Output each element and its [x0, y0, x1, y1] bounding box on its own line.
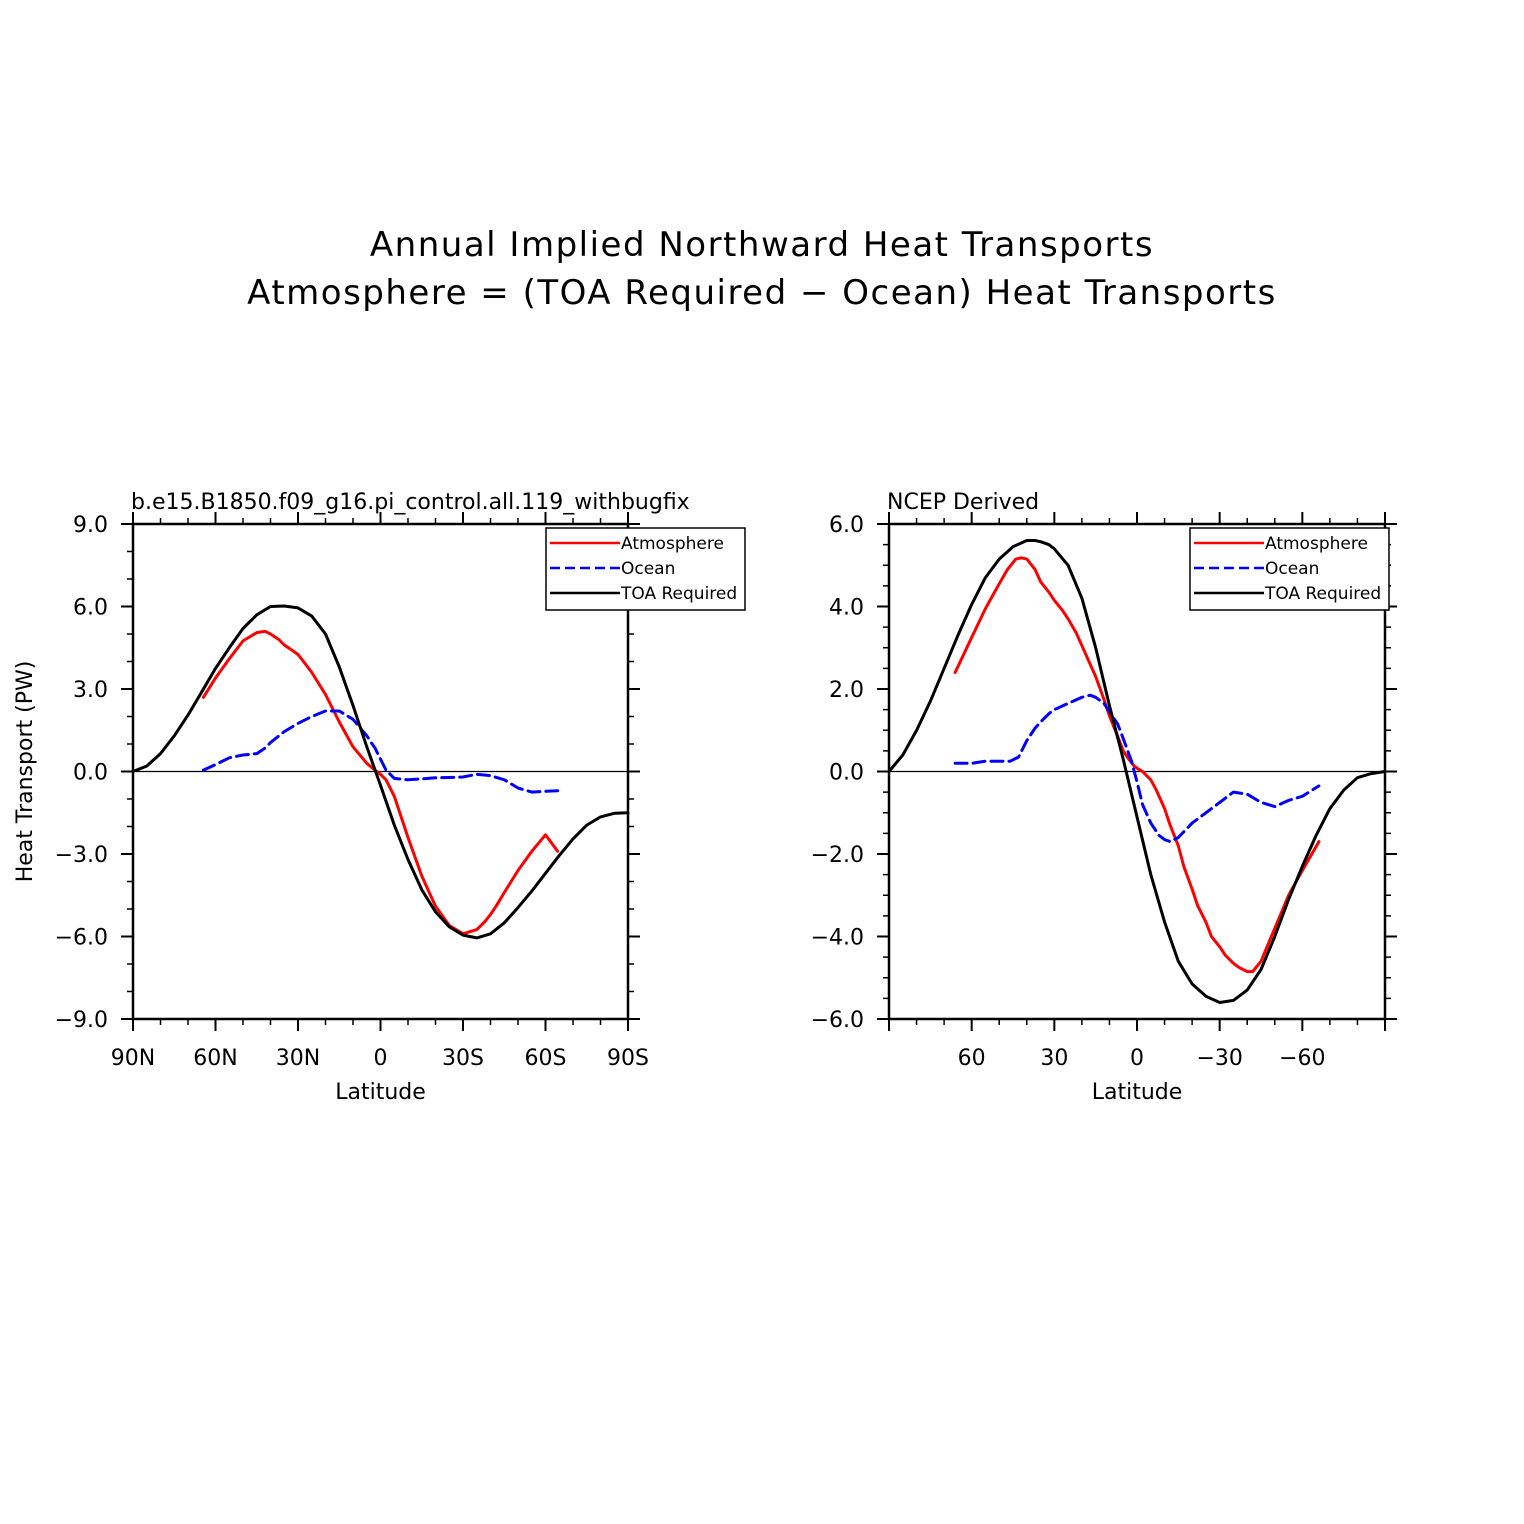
- right-series-toa-required: [887, 539, 1387, 1004]
- left-legend-box: [545, 527, 746, 611]
- right-x-tick-label: 30: [1040, 1046, 1068, 1071]
- left-x-axis-label: Latitude: [335, 1080, 426, 1105]
- figure-title-line2: Atmosphere = (TOA Required − Ocean) Heat…: [247, 273, 1277, 313]
- right-x-tick-label: 0: [1130, 1046, 1144, 1071]
- left-y-tick-label: 3.0: [73, 678, 108, 703]
- left-legend-label-atmosphere: Atmosphere: [621, 534, 724, 554]
- right-x-tick-label: −60: [1279, 1046, 1325, 1071]
- left-legend-label-toa-required: TOA Required: [620, 584, 737, 604]
- left-x-tick-label: 30N: [276, 1046, 320, 1071]
- left-x-tick-label: 0: [374, 1046, 388, 1071]
- left-panel-title: b.e15.B1850.f09_g16.pi_control.all.119_w…: [131, 490, 690, 515]
- left-x-tick-label: 90N: [111, 1046, 155, 1071]
- right-y-tick-label: −4.0: [811, 926, 864, 951]
- right-series-atmosphere: [953, 556, 1321, 974]
- right-y-tick-label: −2.0: [811, 843, 864, 868]
- left-y-tick-label: −6.0: [55, 926, 108, 951]
- right-y-tick-label: 2.0: [829, 678, 864, 703]
- left-x-tick-label: 90S: [607, 1046, 649, 1071]
- left-x-tick-label: 60S: [525, 1046, 567, 1071]
- chart-panel-left: b.e15.B1850.f09_g16.pi_control.all.119_w…: [13, 490, 746, 1105]
- left-y-tick-label: 9.0: [73, 513, 108, 538]
- left-legend-label-ocean: Ocean: [621, 559, 675, 579]
- left-series-toa-required: [131, 604, 630, 940]
- left-y-tick-label: −9.0: [55, 1008, 108, 1033]
- right-x-tick-label: 60: [958, 1046, 986, 1071]
- left-x-tick-label: 60N: [193, 1046, 237, 1071]
- right-legend-label-atmosphere: Atmosphere: [1265, 534, 1368, 554]
- left-y-tick-label: 0.0: [73, 761, 108, 786]
- right-y-tick-label: 4.0: [829, 596, 864, 621]
- figure-title-line1: Annual Implied Northward Heat Transports: [370, 225, 1154, 265]
- left-plot-frame: [131, 522, 630, 1021]
- left-y-tick-label: 6.0: [73, 596, 108, 621]
- right-legend-label-toa-required: TOA Required: [1264, 584, 1381, 604]
- chart-panel-right: NCEP Derived 60 30 0 −30 −60 6.0 4.0 2.0 0.0 −2.0 −…: [811, 490, 1397, 1105]
- right-plot-frame: [887, 522, 1387, 1021]
- left-x-tick-label: 30S: [442, 1046, 484, 1071]
- right-series-ocean: [953, 693, 1321, 844]
- left-y-tick-label: −3.0: [55, 843, 108, 868]
- left-y-axis-label: Heat Transport (PW): [13, 661, 38, 883]
- left-series-ocean: [201, 709, 560, 794]
- right-legend-box: [1189, 527, 1390, 611]
- right-x-axis-label: Latitude: [1092, 1080, 1183, 1105]
- right-y-tick-label: −6.0: [811, 1008, 864, 1033]
- right-panel-title: NCEP Derived: [887, 490, 1039, 515]
- right-y-tick-label: 0.0: [829, 761, 864, 786]
- right-y-tick-label: 6.0: [829, 513, 864, 538]
- right-x-tick-label: −30: [1196, 1046, 1242, 1071]
- right-legend-label-ocean: Ocean: [1265, 559, 1319, 579]
